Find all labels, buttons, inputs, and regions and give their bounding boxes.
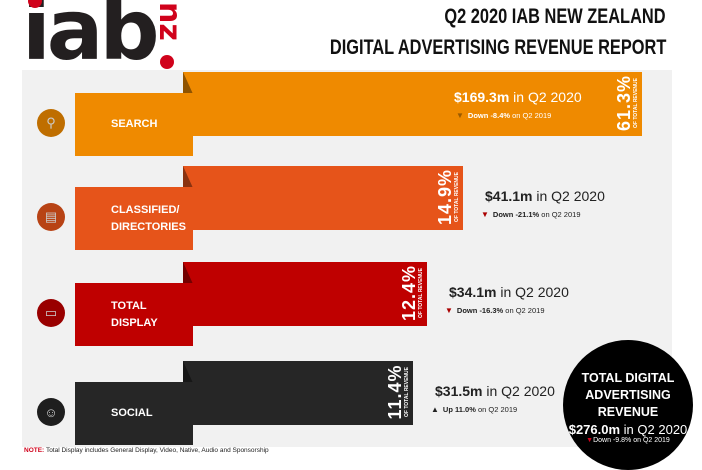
report-title-line2: DIGITAL ADVERTISING REVENUE REPORT bbox=[329, 36, 666, 59]
down-triangle-icon: ▼ bbox=[586, 437, 594, 444]
category-label-box: TOTAL DISPLAY bbox=[75, 283, 193, 346]
monitor-icon: ▭ bbox=[37, 299, 65, 327]
up-triangle-icon: ▲ bbox=[431, 405, 439, 414]
revenue-amount: $34.1m bbox=[449, 284, 497, 300]
percent-value: 14.9% bbox=[435, 168, 455, 226]
revenue-amount-line: $34.1m in Q2 2020 bbox=[449, 284, 569, 300]
report-title-line1: Q2 2020 IAB NEW ZEALAND bbox=[444, 5, 666, 28]
revenue-period: in Q2 2020 bbox=[536, 188, 605, 204]
total-revenue-badge: TOTAL DIGITAL ADVERTISING REVENUE $276.0… bbox=[563, 340, 693, 470]
category-label: TOTAL DISPLAY bbox=[111, 300, 158, 329]
down-triangle-icon: ▼ bbox=[445, 306, 453, 315]
bar-fold bbox=[183, 72, 193, 94]
percent-note: OF TOTAL REVENUE bbox=[633, 78, 639, 129]
logo-dot bbox=[160, 55, 174, 69]
total-amount-line: $276.0m in Q2 2020 bbox=[563, 422, 693, 437]
revenue-period: in Q2 2020 bbox=[500, 284, 569, 300]
footnote: NOTE: Total Display includes General Dis… bbox=[24, 447, 269, 454]
category-label: SEARCH bbox=[111, 118, 158, 131]
category-label-box: SOCIAL bbox=[75, 382, 193, 445]
revenue-amount-line: $31.5m in Q2 2020 bbox=[435, 383, 555, 399]
total-amount: $276.0m bbox=[568, 422, 621, 437]
percent-value: 61.3% bbox=[614, 74, 634, 132]
people-icon: ☺ bbox=[37, 398, 65, 426]
percent-note: OF TOTAL REVENUE bbox=[418, 268, 424, 319]
percent-label: 12.4% OF TOTAL REVENUE bbox=[399, 262, 424, 324]
revenue-amount-line: $169.3m in Q2 2020 bbox=[454, 89, 582, 105]
bar-fold bbox=[183, 166, 193, 188]
down-triangle-icon: ▼ bbox=[481, 210, 489, 219]
bar-1 bbox=[183, 166, 463, 230]
logo-dot bbox=[28, 0, 42, 8]
revenue-period: in Q2 2020 bbox=[486, 383, 555, 399]
search-icon: ⚲ bbox=[37, 109, 65, 137]
total-change: ▼Down -9.8% on Q2 2019 bbox=[586, 437, 670, 444]
revenue-amount: $169.3m bbox=[454, 89, 510, 105]
change-line: ▼ Down -21.1% on Q2 2019 bbox=[481, 210, 581, 219]
newspaper-icon: ▤ bbox=[37, 203, 65, 231]
note-label: NOTE: bbox=[24, 447, 45, 454]
percent-value: 12.4% bbox=[399, 264, 419, 322]
category-label: SOCIAL bbox=[111, 407, 153, 420]
change-line: ▲ Up 11.0% on Q2 2019 bbox=[431, 405, 518, 414]
percent-value: 11.4% bbox=[385, 364, 405, 420]
bar-3 bbox=[183, 361, 413, 425]
total-period: in Q2 2020 bbox=[623, 422, 688, 437]
percent-note: OF TOTAL REVENUE bbox=[404, 367, 410, 418]
category-label-box: SEARCH bbox=[75, 93, 193, 156]
iab-logo: iab bbox=[22, 0, 160, 79]
revenue-period: in Q2 2020 bbox=[513, 89, 582, 105]
percent-label: 61.3% OF TOTAL REVENUE bbox=[614, 72, 639, 134]
category-label-box: CLASSIFIED/ DIRECTORIES bbox=[75, 187, 193, 250]
percent-label: 14.9% OF TOTAL REVENUE bbox=[435, 166, 460, 228]
percent-note: OF TOTAL REVENUE bbox=[454, 172, 460, 223]
bar-0 bbox=[183, 72, 642, 136]
change-line: ▼ Down -16.3% on Q2 2019 bbox=[445, 306, 545, 315]
down-triangle-icon: ▼ bbox=[456, 111, 464, 120]
bar-fold bbox=[183, 262, 193, 284]
revenue-amount: $31.5m bbox=[435, 383, 483, 399]
change-line: ▼ Down -8.4% on Q2 2019 bbox=[456, 111, 552, 120]
total-title: TOTAL DIGITAL ADVERTISING REVENUE bbox=[581, 371, 675, 419]
revenue-amount: $41.1m bbox=[485, 188, 533, 204]
bar-2 bbox=[183, 262, 427, 326]
category-label: CLASSIFIED/ DIRECTORIES bbox=[111, 204, 186, 233]
revenue-amount-line: $41.1m in Q2 2020 bbox=[485, 188, 605, 204]
logo-nz: nz bbox=[152, 2, 187, 41]
note-text: Total Display includes General Display, … bbox=[45, 447, 269, 454]
bar-fold bbox=[183, 361, 193, 383]
percent-label: 11.4% OF TOTAL REVENUE bbox=[385, 361, 410, 423]
